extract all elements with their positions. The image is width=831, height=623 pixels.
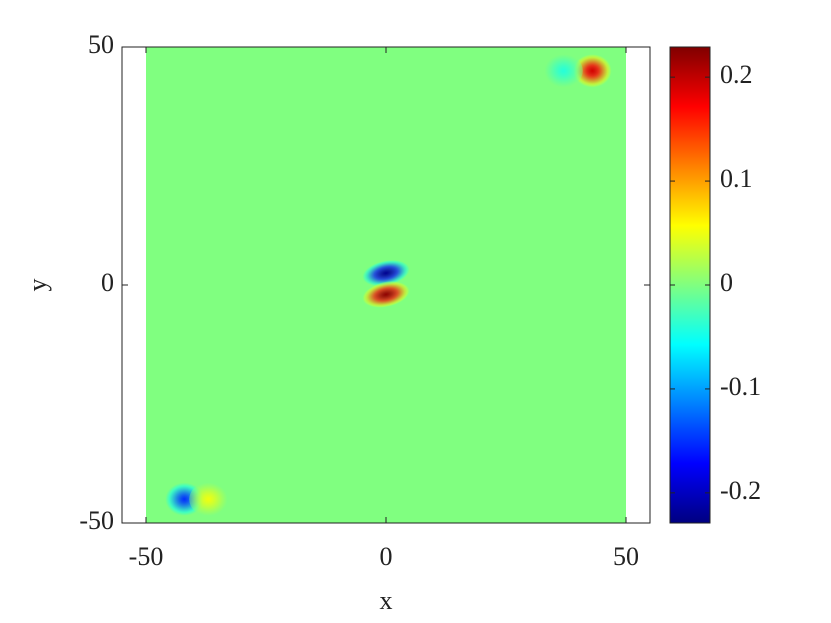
colorbar-tick-label: 0.2 bbox=[720, 60, 753, 89]
colorbar-tick-label: -0.1 bbox=[720, 372, 761, 401]
x-axis-label: x bbox=[380, 586, 393, 615]
colorbar-tick-label: 0 bbox=[720, 268, 733, 297]
blob bbox=[189, 482, 228, 516]
blob bbox=[544, 54, 583, 88]
colorbar bbox=[669, 46, 711, 524]
x-tick-label: 50 bbox=[613, 542, 639, 571]
colorbar-tick-label: 0.1 bbox=[720, 164, 753, 193]
y-axis-label: y bbox=[23, 279, 52, 292]
colorbar-tick-label: -0.2 bbox=[720, 476, 761, 505]
y-tick-label: 50 bbox=[88, 30, 114, 59]
x-tick-label: 0 bbox=[380, 542, 393, 571]
x-tick-label: -50 bbox=[129, 542, 164, 571]
y-tick-label: -50 bbox=[79, 506, 114, 535]
y-tick-label: 0 bbox=[101, 268, 114, 297]
blob bbox=[362, 260, 410, 287]
blob bbox=[573, 54, 612, 88]
blob bbox=[362, 281, 410, 308]
